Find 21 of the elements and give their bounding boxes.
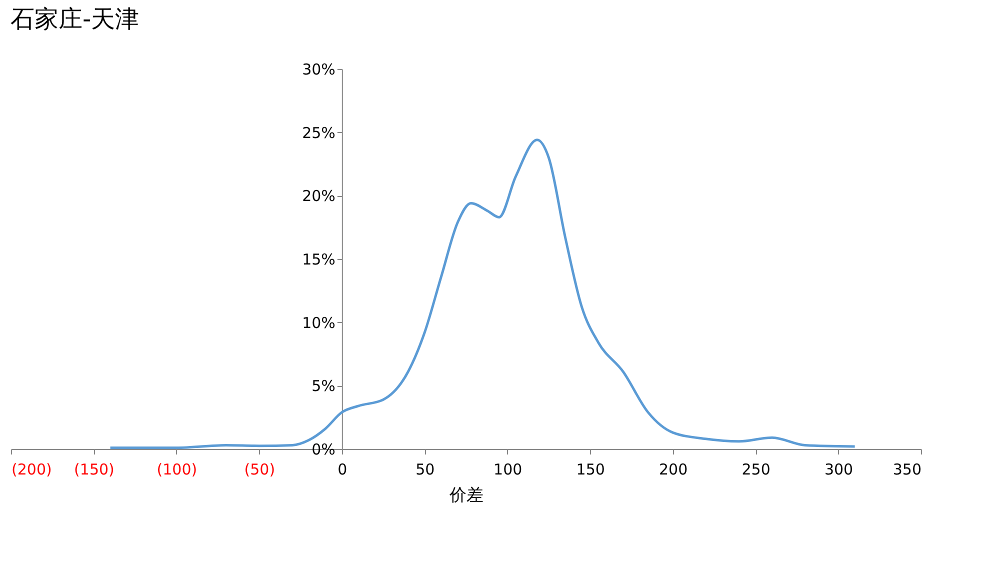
y-tick-label: 20%	[302, 187, 336, 206]
x-tick-label: 350	[892, 460, 922, 478]
y-tick-label: 30%	[302, 60, 336, 78]
y-tick-label: 0%	[312, 440, 336, 458]
y-tick-label: 5%	[312, 377, 336, 396]
chart-title: 石家庄-天津	[10, 5, 140, 33]
x-tick-label: (200)	[12, 460, 52, 478]
x-tick-label: 100	[494, 460, 522, 478]
y-tick-label: 10%	[302, 314, 336, 332]
x-axis-title: 价差	[448, 486, 484, 506]
x-tick-label: (50)	[244, 460, 276, 478]
x-tick-label: 50	[416, 460, 435, 478]
y-tick-label: 25%	[302, 124, 336, 142]
x-tick-label: 150	[576, 460, 605, 478]
x-tick-label: (100)	[156, 460, 198, 478]
x-tick-label: (150)	[74, 460, 114, 478]
x-tick-label: 200	[659, 460, 688, 478]
x-tick-label: 250	[742, 460, 770, 478]
x-tick-label: 300	[824, 460, 854, 478]
x-tick-label: 0	[338, 460, 348, 478]
y-tick-label: 15%	[302, 250, 336, 268]
